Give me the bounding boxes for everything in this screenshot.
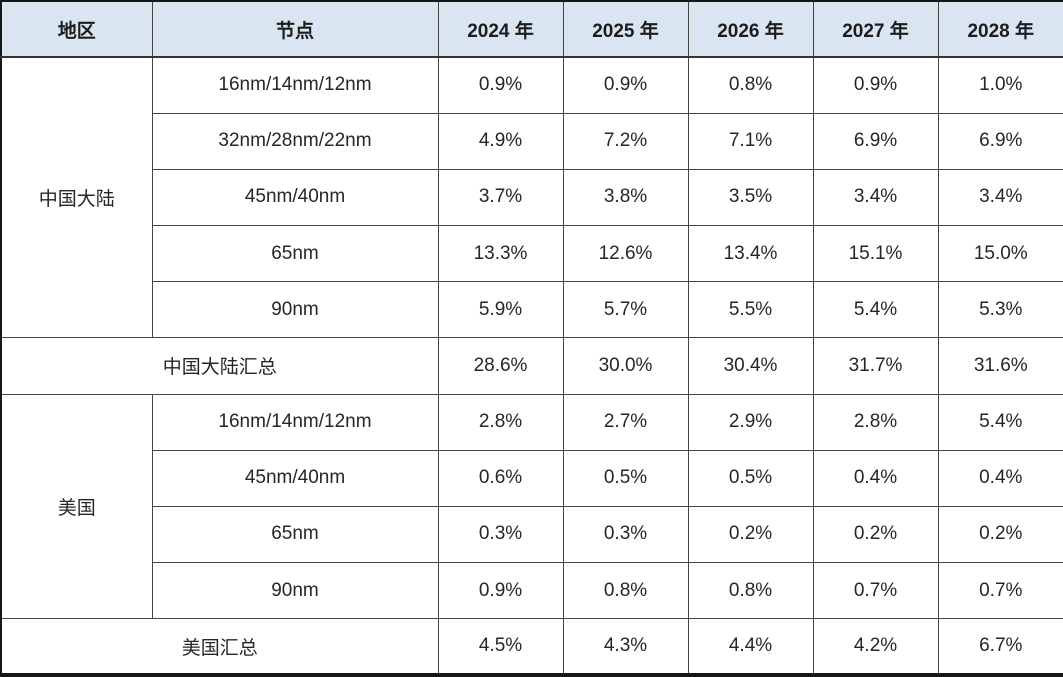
value-cell: 0.9% — [812, 56, 939, 114]
summary-value-cell: 6.7% — [937, 618, 1063, 676]
value-cell: 2.7% — [562, 393, 689, 451]
region-cell: 中国大陆 — [0, 56, 153, 339]
node-cell: 45nm/40nm — [151, 449, 439, 507]
value-cell: 0.2% — [812, 505, 939, 564]
value-cell: 3.4% — [937, 168, 1063, 227]
summary-row: 美国汇总 4.5% 4.3% 4.4% 4.2% 6.7% — [0, 618, 1063, 676]
header-cell-year-2025: 2025 年 — [562, 0, 689, 58]
value-cell: 2.8% — [437, 393, 564, 451]
value-cell: 0.5% — [562, 449, 689, 507]
value-cell: 3.7% — [437, 168, 564, 227]
node-cell: 65nm — [151, 225, 439, 283]
value-cell: 0.6% — [437, 449, 564, 507]
summary-value-cell: 4.4% — [687, 618, 814, 676]
value-cell: 0.4% — [812, 449, 939, 507]
value-cell: 5.4% — [937, 393, 1063, 451]
value-cell: 0.2% — [687, 505, 814, 564]
value-cell: 0.8% — [687, 562, 814, 620]
summary-label-cell: 中国大陆汇总 — [0, 337, 439, 395]
table-body: 中国大陆 16nm/14nm/12nm 0.9% 0.9% 0.8% 0.9% 1.0% 32… — [0, 56, 1063, 676]
summary-value-cell: 31.7% — [812, 337, 939, 395]
value-cell: 0.8% — [562, 562, 689, 620]
node-row: 45nm/40nm 3.7% 3.8% 3.5% 3.4% 3.4% — [1, 168, 1063, 227]
summary-value-cell: 31.6% — [937, 337, 1063, 395]
value-cell: 0.9% — [437, 562, 564, 620]
value-cell: 2.9% — [687, 393, 814, 451]
node-cell: 32nm/28nm/22nm — [151, 112, 439, 170]
node-row: 美国 16nm/14nm/12nm 2.8% 2.7% 2.9% 2.8% 5.4% — [0, 393, 1063, 620]
summary-value-cell: 28.6% — [437, 337, 564, 395]
node-cell: 16nm/14nm/12nm — [151, 56, 439, 114]
value-cell: 0.3% — [437, 505, 564, 564]
value-cell: 0.8% — [687, 56, 814, 114]
value-cell: 6.9% — [937, 112, 1063, 170]
header-cell-region: 地区 — [0, 0, 153, 58]
value-cell: 15.0% — [937, 225, 1063, 283]
value-cell: 0.7% — [812, 562, 939, 620]
value-cell: 5.4% — [812, 281, 939, 339]
node-cell: 65nm — [151, 505, 439, 564]
value-cell: 3.5% — [687, 168, 814, 227]
value-cell: 6.9% — [812, 112, 939, 170]
value-cell: 0.7% — [937, 562, 1063, 620]
summary-row: 中国大陆汇总 28.6% 30.0% 30.4% 31.7% 31.6% — [0, 337, 1063, 395]
value-cell: 0.5% — [687, 449, 814, 507]
value-cell: 7.1% — [687, 112, 814, 170]
node-cell: 16nm/14nm/12nm — [151, 393, 439, 451]
value-cell: 13.4% — [687, 225, 814, 283]
value-cell: 12.6% — [562, 225, 689, 283]
header-cell-year-2026: 2026 年 — [687, 0, 814, 58]
summary-label-cell: 美国汇总 — [0, 618, 439, 676]
summary-value-cell: 30.0% — [562, 337, 689, 395]
header-row: 地区 节点 2024 年 2025 年 2026 年 2027 年 2028 年 — [0, 0, 1063, 58]
node-row: 中国大陆 16nm/14nm/12nm 0.9% 0.9% 0.8% 0.9% 1.0% — [0, 56, 1063, 339]
value-cell: 0.3% — [562, 505, 689, 564]
node-row: 65nm 13.3% 12.6% 13.4% 15.1% 15.0% — [1, 225, 1063, 283]
value-cell: 0.2% — [937, 505, 1063, 564]
header-cell-node: 节点 — [151, 0, 439, 58]
value-cell: 2.8% — [812, 393, 939, 451]
value-cell: 3.8% — [562, 168, 689, 227]
node-row: 65nm 0.3% 0.3% 0.2% 0.2% 0.2% — [1, 505, 1063, 564]
value-cell: 5.7% — [562, 281, 689, 339]
region-cell: 美国 — [0, 393, 153, 620]
node-cell: 90nm — [151, 562, 439, 620]
value-cell: 1.0% — [937, 56, 1063, 114]
header-cell-year-2028: 2028 年 — [937, 0, 1063, 58]
node-cell: 45nm/40nm — [151, 168, 439, 227]
value-cell: 0.9% — [437, 56, 564, 114]
value-cell: 3.4% — [812, 168, 939, 227]
summary-value-cell: 4.5% — [437, 618, 564, 676]
header-cell-year-2027: 2027 年 — [812, 0, 939, 58]
value-cell: 15.1% — [812, 225, 939, 283]
value-cell: 13.3% — [437, 225, 564, 283]
node-row: 45nm/40nm 0.6% 0.5% 0.5% 0.4% 0.4% — [1, 449, 1063, 507]
value-cell: 0.9% — [562, 56, 689, 114]
summary-value-cell: 30.4% — [687, 337, 814, 395]
value-cell: 7.2% — [562, 112, 689, 170]
node-row: 32nm/28nm/22nm 4.9% 7.2% 7.1% 6.9% 6.9% — [1, 112, 1063, 170]
value-cell: 4.9% — [437, 112, 564, 170]
value-cell: 5.3% — [937, 281, 1063, 339]
header-cell-year-2024: 2024 年 — [437, 0, 564, 58]
summary-value-cell: 4.2% — [812, 618, 939, 676]
node-cell: 90nm — [151, 281, 439, 339]
node-row: 90nm 5.9% 5.7% 5.5% 5.4% 5.3% — [1, 281, 1063, 339]
node-row: 90nm 0.9% 0.8% 0.8% 0.7% 0.7% — [1, 562, 1063, 620]
value-cell: 0.4% — [937, 449, 1063, 507]
summary-value-cell: 4.3% — [562, 618, 689, 676]
value-cell: 5.9% — [437, 281, 564, 339]
value-cell: 5.5% — [687, 281, 814, 339]
